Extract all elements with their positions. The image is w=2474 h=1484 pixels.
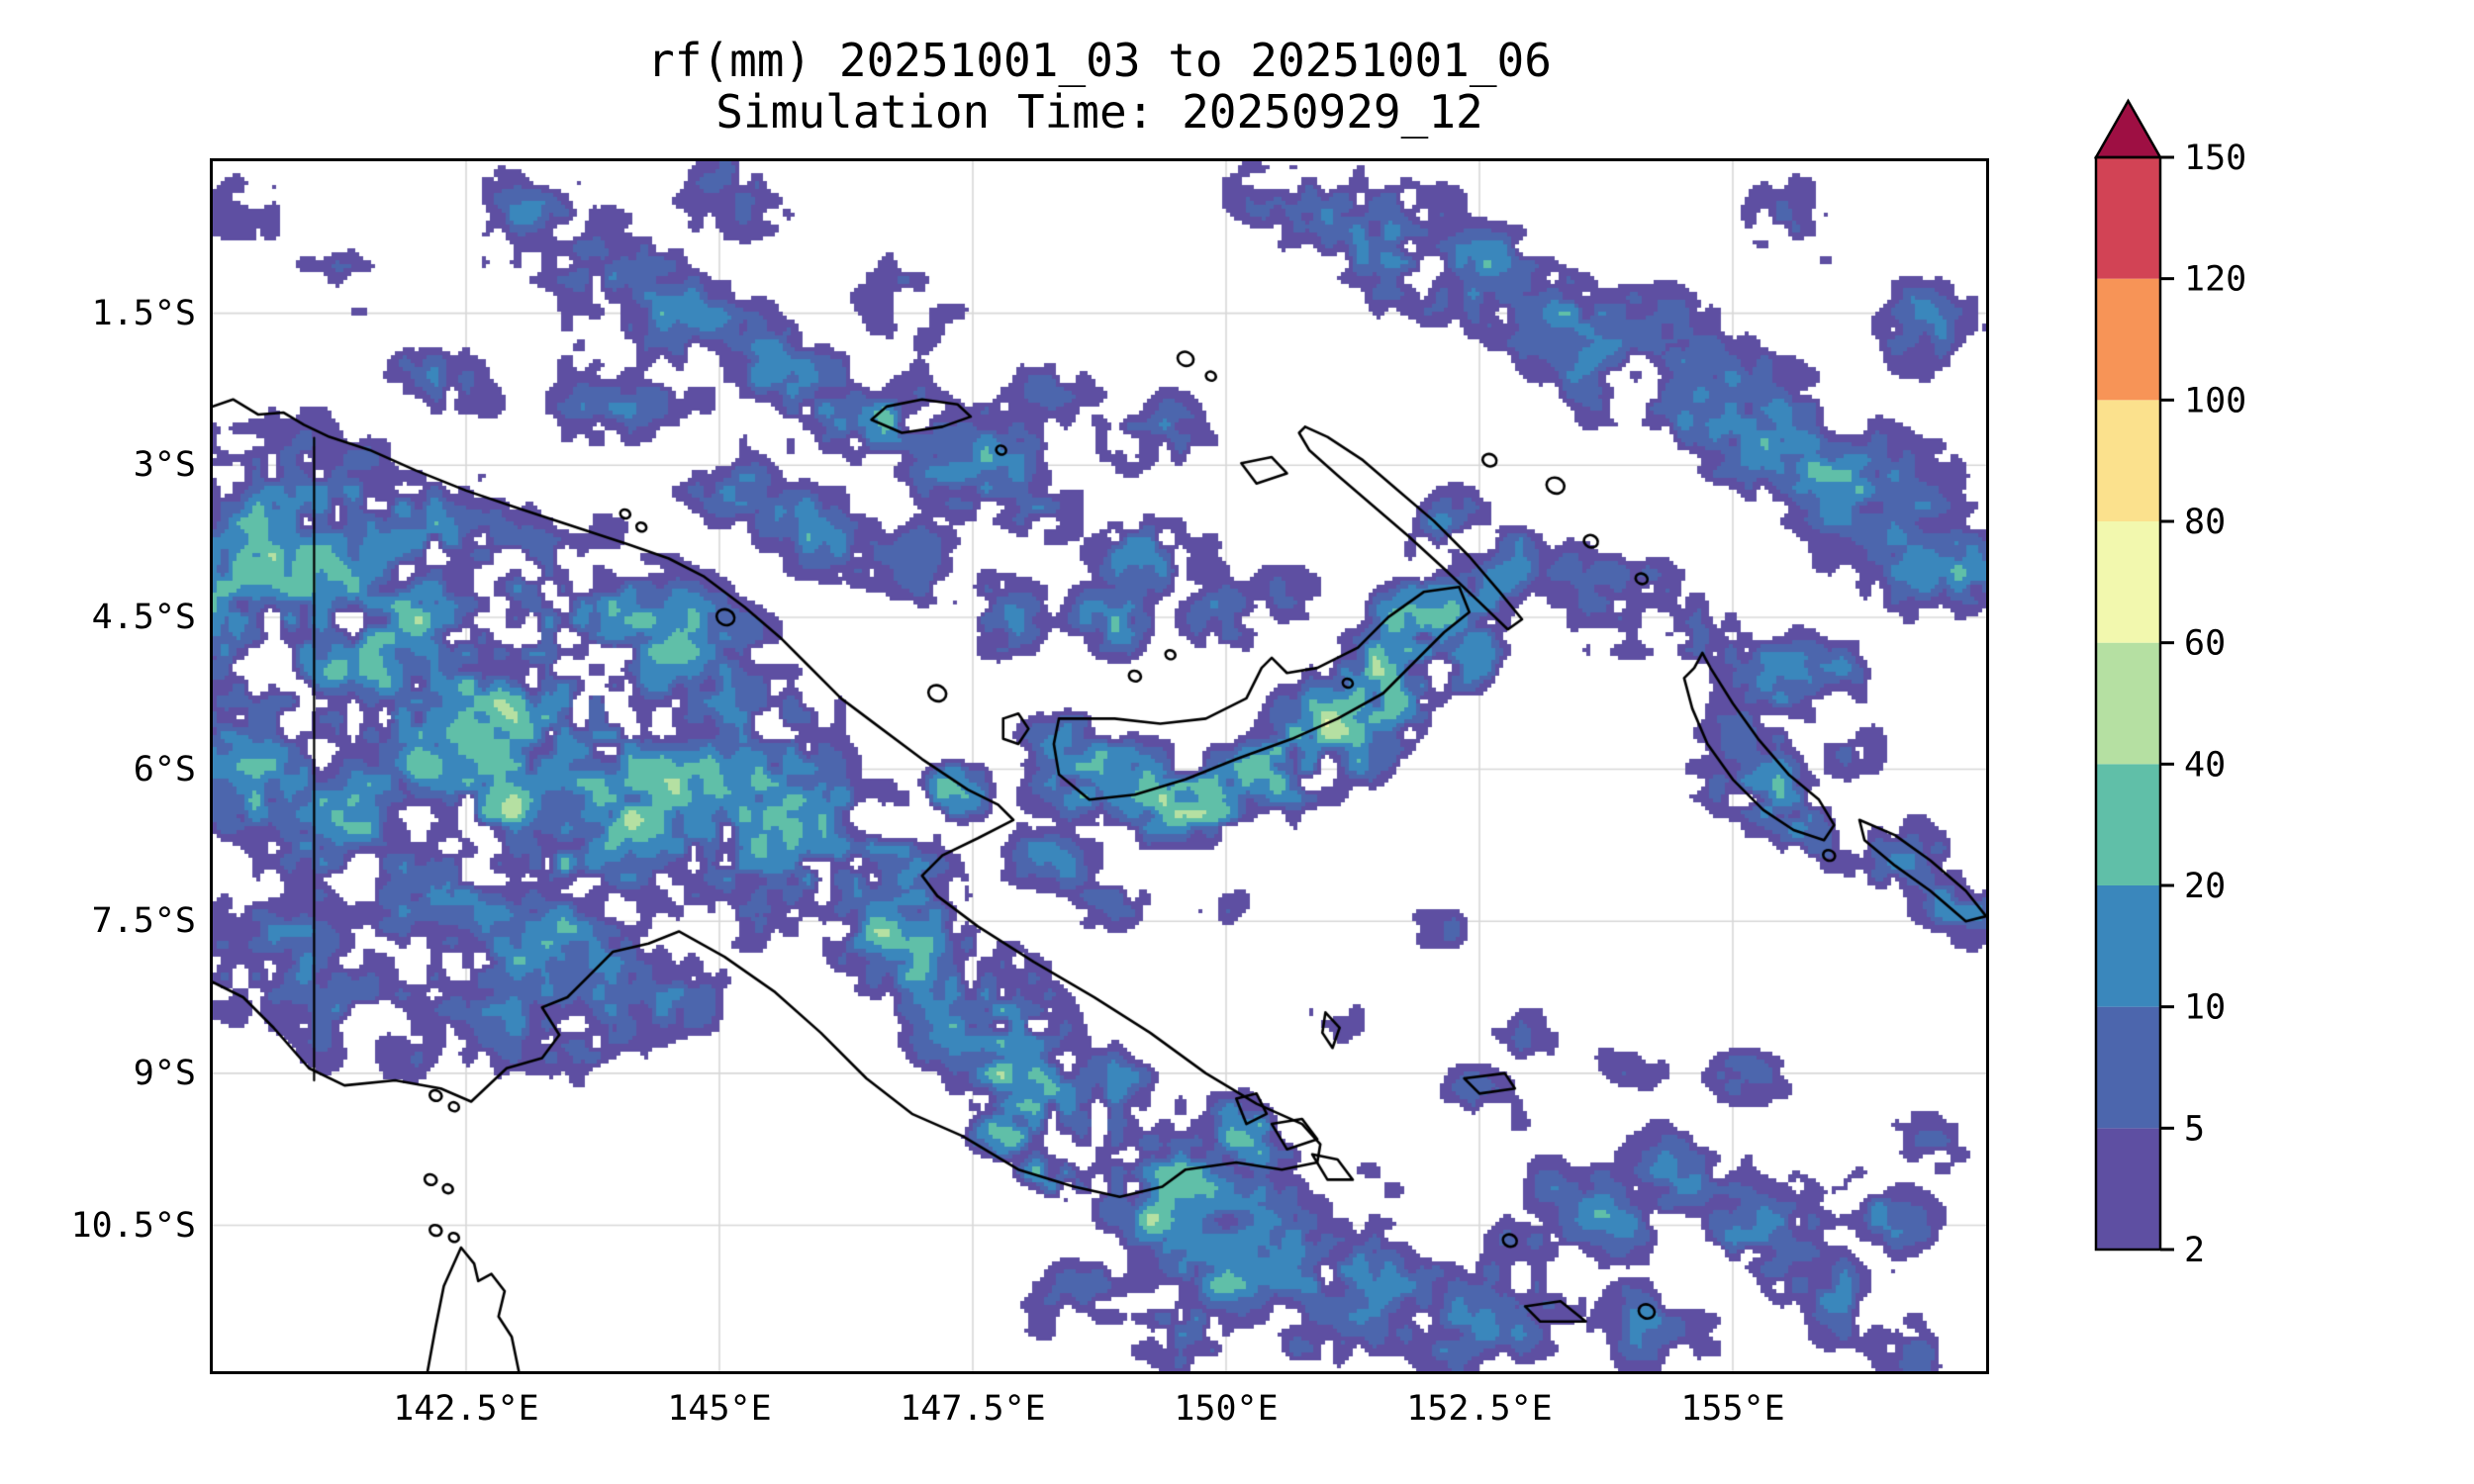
y-tick-label: 6°S (133, 749, 196, 789)
y-tick-label: 9°S (133, 1053, 196, 1093)
map-plot-area (210, 158, 1989, 1374)
x-tick-label: 150°E (1174, 1389, 1279, 1429)
colorbar-segment (2096, 400, 2160, 521)
colorbar-tick-label: 20 (2184, 867, 2226, 906)
x-tick-label: 145°E (667, 1389, 772, 1429)
x-tick-label: 147.5°E (900, 1389, 1046, 1429)
y-tick-label: 4.5°S (91, 597, 196, 637)
colorbar-tick-label: 80 (2184, 503, 2226, 542)
colorbar-tick-label: 5 (2184, 1109, 2205, 1149)
colorbar: 2 5 10 20 40 60 80 100 120 150 (2093, 98, 2246, 1270)
x-tick-label: 152.5°E (1406, 1389, 1553, 1429)
y-tick-label: 10.5°S (70, 1205, 196, 1246)
colorbar-over-arrow (2093, 98, 2163, 159)
colorbar-tick-label: 2 (2184, 1231, 2205, 1270)
colorbar-segment (2096, 278, 2160, 401)
colorbar-tick-label: 150 (2184, 139, 2246, 178)
colorbar-segment (2096, 642, 2160, 765)
colorbar-outline (2094, 155, 2162, 1252)
colorbar-segment (2096, 1006, 2160, 1129)
x-tick-label: 142.5°E (393, 1389, 539, 1429)
colorbar-tick-label: 60 (2184, 624, 2226, 664)
chart-title: rf(mm) 20251001_03 to 20251001_06 (647, 34, 1552, 87)
y-tick-label: 1.5°S (91, 293, 196, 333)
colorbar-segment (2096, 885, 2160, 1007)
colorbar-tick-label: 10 (2184, 988, 2226, 1028)
colorbar-tick-label: 120 (2184, 260, 2246, 300)
y-tick-label: 7.5°S (91, 901, 196, 942)
colorbar-tick-label: 100 (2184, 381, 2246, 420)
map-canvas (213, 161, 1986, 1371)
colorbar-tick-label: 40 (2184, 745, 2226, 785)
colorbar-segment (2096, 764, 2160, 885)
colorbar-segment (2096, 1128, 2160, 1250)
colorbar-segment (2096, 157, 2160, 279)
x-tick-label: 155°E (1680, 1389, 1785, 1429)
y-tick-label: 3°S (133, 445, 196, 486)
chart-subtitle: Simulation Time: 20250929_12 (715, 85, 1483, 139)
colorbar-segment (2096, 521, 2160, 643)
